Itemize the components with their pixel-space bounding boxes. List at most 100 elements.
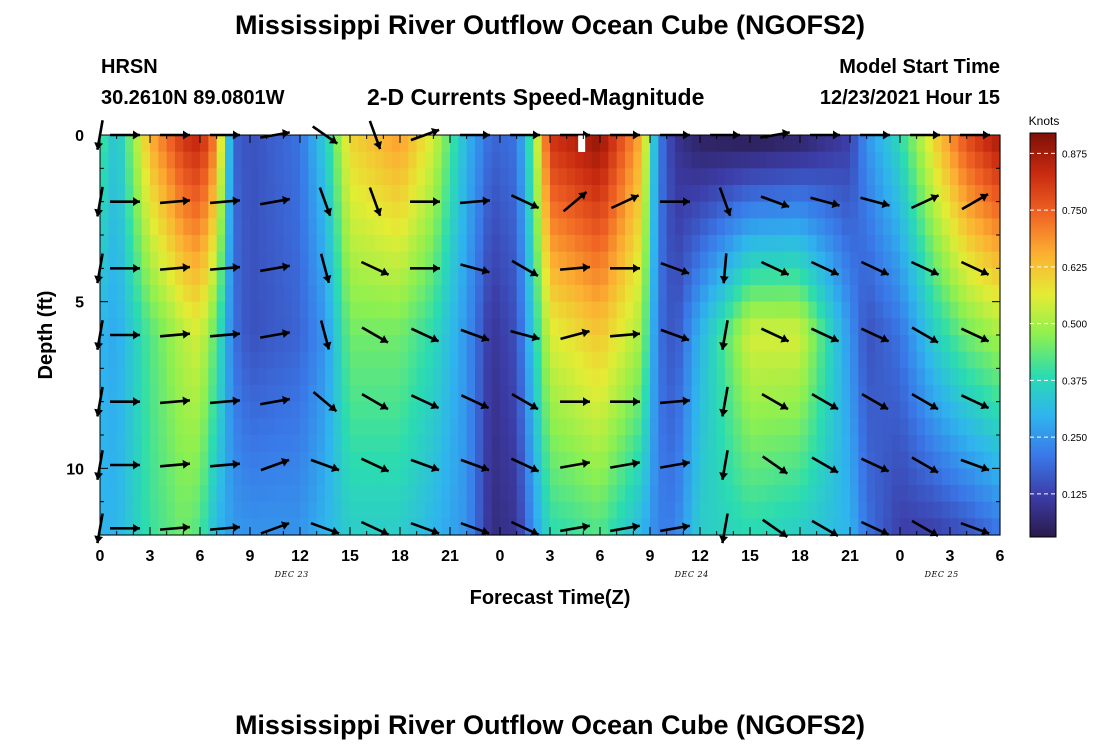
current-vector <box>110 197 140 207</box>
heatmap-cell <box>958 335 968 353</box>
heatmap-cell <box>583 301 593 319</box>
heatmap-cell <box>258 401 268 419</box>
heatmap-cell <box>966 168 976 186</box>
heatmap-cell <box>641 368 651 386</box>
vector-head <box>430 400 439 410</box>
heatmap-cell <box>375 451 384 469</box>
heatmap-cell <box>333 418 343 436</box>
heatmap-cell <box>783 268 793 286</box>
heatmap-cell <box>708 518 718 536</box>
heatmap-cell <box>991 201 1001 219</box>
heatmap-cell <box>200 235 209 253</box>
heatmap-cell <box>283 351 293 369</box>
heatmap-cell <box>825 435 834 453</box>
heatmap-cell <box>850 468 859 486</box>
heatmap-cell <box>450 235 459 253</box>
heatmap-cell <box>558 435 568 453</box>
heatmap-cell <box>933 268 943 286</box>
heatmap-cell <box>333 268 343 286</box>
heatmap-cell <box>166 335 176 353</box>
heatmap-cell <box>458 435 468 453</box>
heatmap-cell <box>491 185 501 203</box>
heatmap-cell <box>116 435 126 453</box>
heatmap-cell <box>750 135 759 153</box>
heatmap-cell <box>975 285 984 303</box>
heatmap-cell <box>225 418 234 436</box>
vector-head <box>322 341 332 350</box>
heatmap-cell <box>641 435 651 453</box>
heatmap-cell <box>141 468 151 486</box>
heatmap-cell <box>225 201 234 219</box>
heatmap-cell <box>783 301 793 319</box>
heatmap-cell <box>591 235 601 253</box>
current-vector <box>319 320 332 350</box>
heatmap-cell <box>875 185 884 203</box>
heatmap-cell <box>691 468 701 486</box>
heatmap-cell <box>666 451 676 469</box>
heatmap-cell <box>825 351 834 369</box>
heatmap-cell <box>291 485 301 503</box>
vector-head <box>133 523 140 533</box>
heatmap-cell <box>558 485 568 503</box>
heatmap-cell <box>225 135 234 153</box>
heatmap-cell <box>600 135 609 153</box>
heatmap-cell <box>541 435 551 453</box>
heatmap-cell <box>216 501 226 519</box>
heatmap-cell <box>758 435 768 453</box>
heatmap-cell <box>308 368 318 386</box>
heatmap-cell <box>800 268 809 286</box>
x-axis-title: Forecast Time(Z) <box>470 587 631 609</box>
heatmap-cell <box>233 285 243 303</box>
vector-head <box>133 460 140 470</box>
heatmap-cell <box>850 168 859 186</box>
heatmap-cell <box>708 451 718 469</box>
heatmap-cell <box>291 435 301 453</box>
heatmap-cell <box>925 301 934 319</box>
heatmap-cell <box>741 285 751 303</box>
heatmap-cell <box>883 235 893 253</box>
heatmap-cell <box>458 168 468 186</box>
date-label: DEC 23 <box>274 570 309 579</box>
heatmap-cell <box>533 485 543 503</box>
heatmap-cell <box>950 301 959 319</box>
heatmap-cell <box>658 235 668 253</box>
heatmap-cell <box>441 185 451 203</box>
heatmap-cell <box>741 301 751 319</box>
heatmap-cell <box>433 201 443 219</box>
heatmap-cell <box>850 385 859 403</box>
heatmap-cell <box>175 285 184 303</box>
heatmap-cell <box>750 218 759 236</box>
heatmap-cell <box>833 451 843 469</box>
heatmap-cell <box>825 368 834 386</box>
heatmap-cell <box>316 135 326 153</box>
heatmap-cell <box>141 368 151 386</box>
vector-head <box>282 129 290 139</box>
heatmap-cell <box>358 135 368 153</box>
heatmap-cell <box>200 201 209 219</box>
current-vector <box>659 396 691 406</box>
heatmap-cell <box>716 518 726 536</box>
heatmap-cell <box>675 451 684 469</box>
heatmap-cell <box>175 318 184 336</box>
heatmap-cell <box>716 201 726 219</box>
heatmap-cell <box>858 518 868 536</box>
heatmap-cell <box>775 151 784 169</box>
heatmap-cell <box>591 368 601 386</box>
heatmap-cell <box>600 218 609 236</box>
heatmap-cell <box>200 501 209 519</box>
heatmap-cell <box>316 151 326 169</box>
heatmap-cell <box>925 185 934 203</box>
current-vector <box>860 520 890 536</box>
heatmap-cell <box>608 268 618 286</box>
heatmap-cell <box>558 235 568 253</box>
heatmap-cell <box>575 368 584 386</box>
heatmap-cell <box>850 451 859 469</box>
vector-head <box>831 199 840 209</box>
heatmap-cell <box>150 151 159 169</box>
heatmap-cell <box>791 218 801 236</box>
heatmap-cell <box>225 435 234 453</box>
heatmap-cell <box>391 135 401 153</box>
heatmap-cell <box>491 268 501 286</box>
heatmap-cell <box>891 185 901 203</box>
heatmap-cell <box>875 418 884 436</box>
